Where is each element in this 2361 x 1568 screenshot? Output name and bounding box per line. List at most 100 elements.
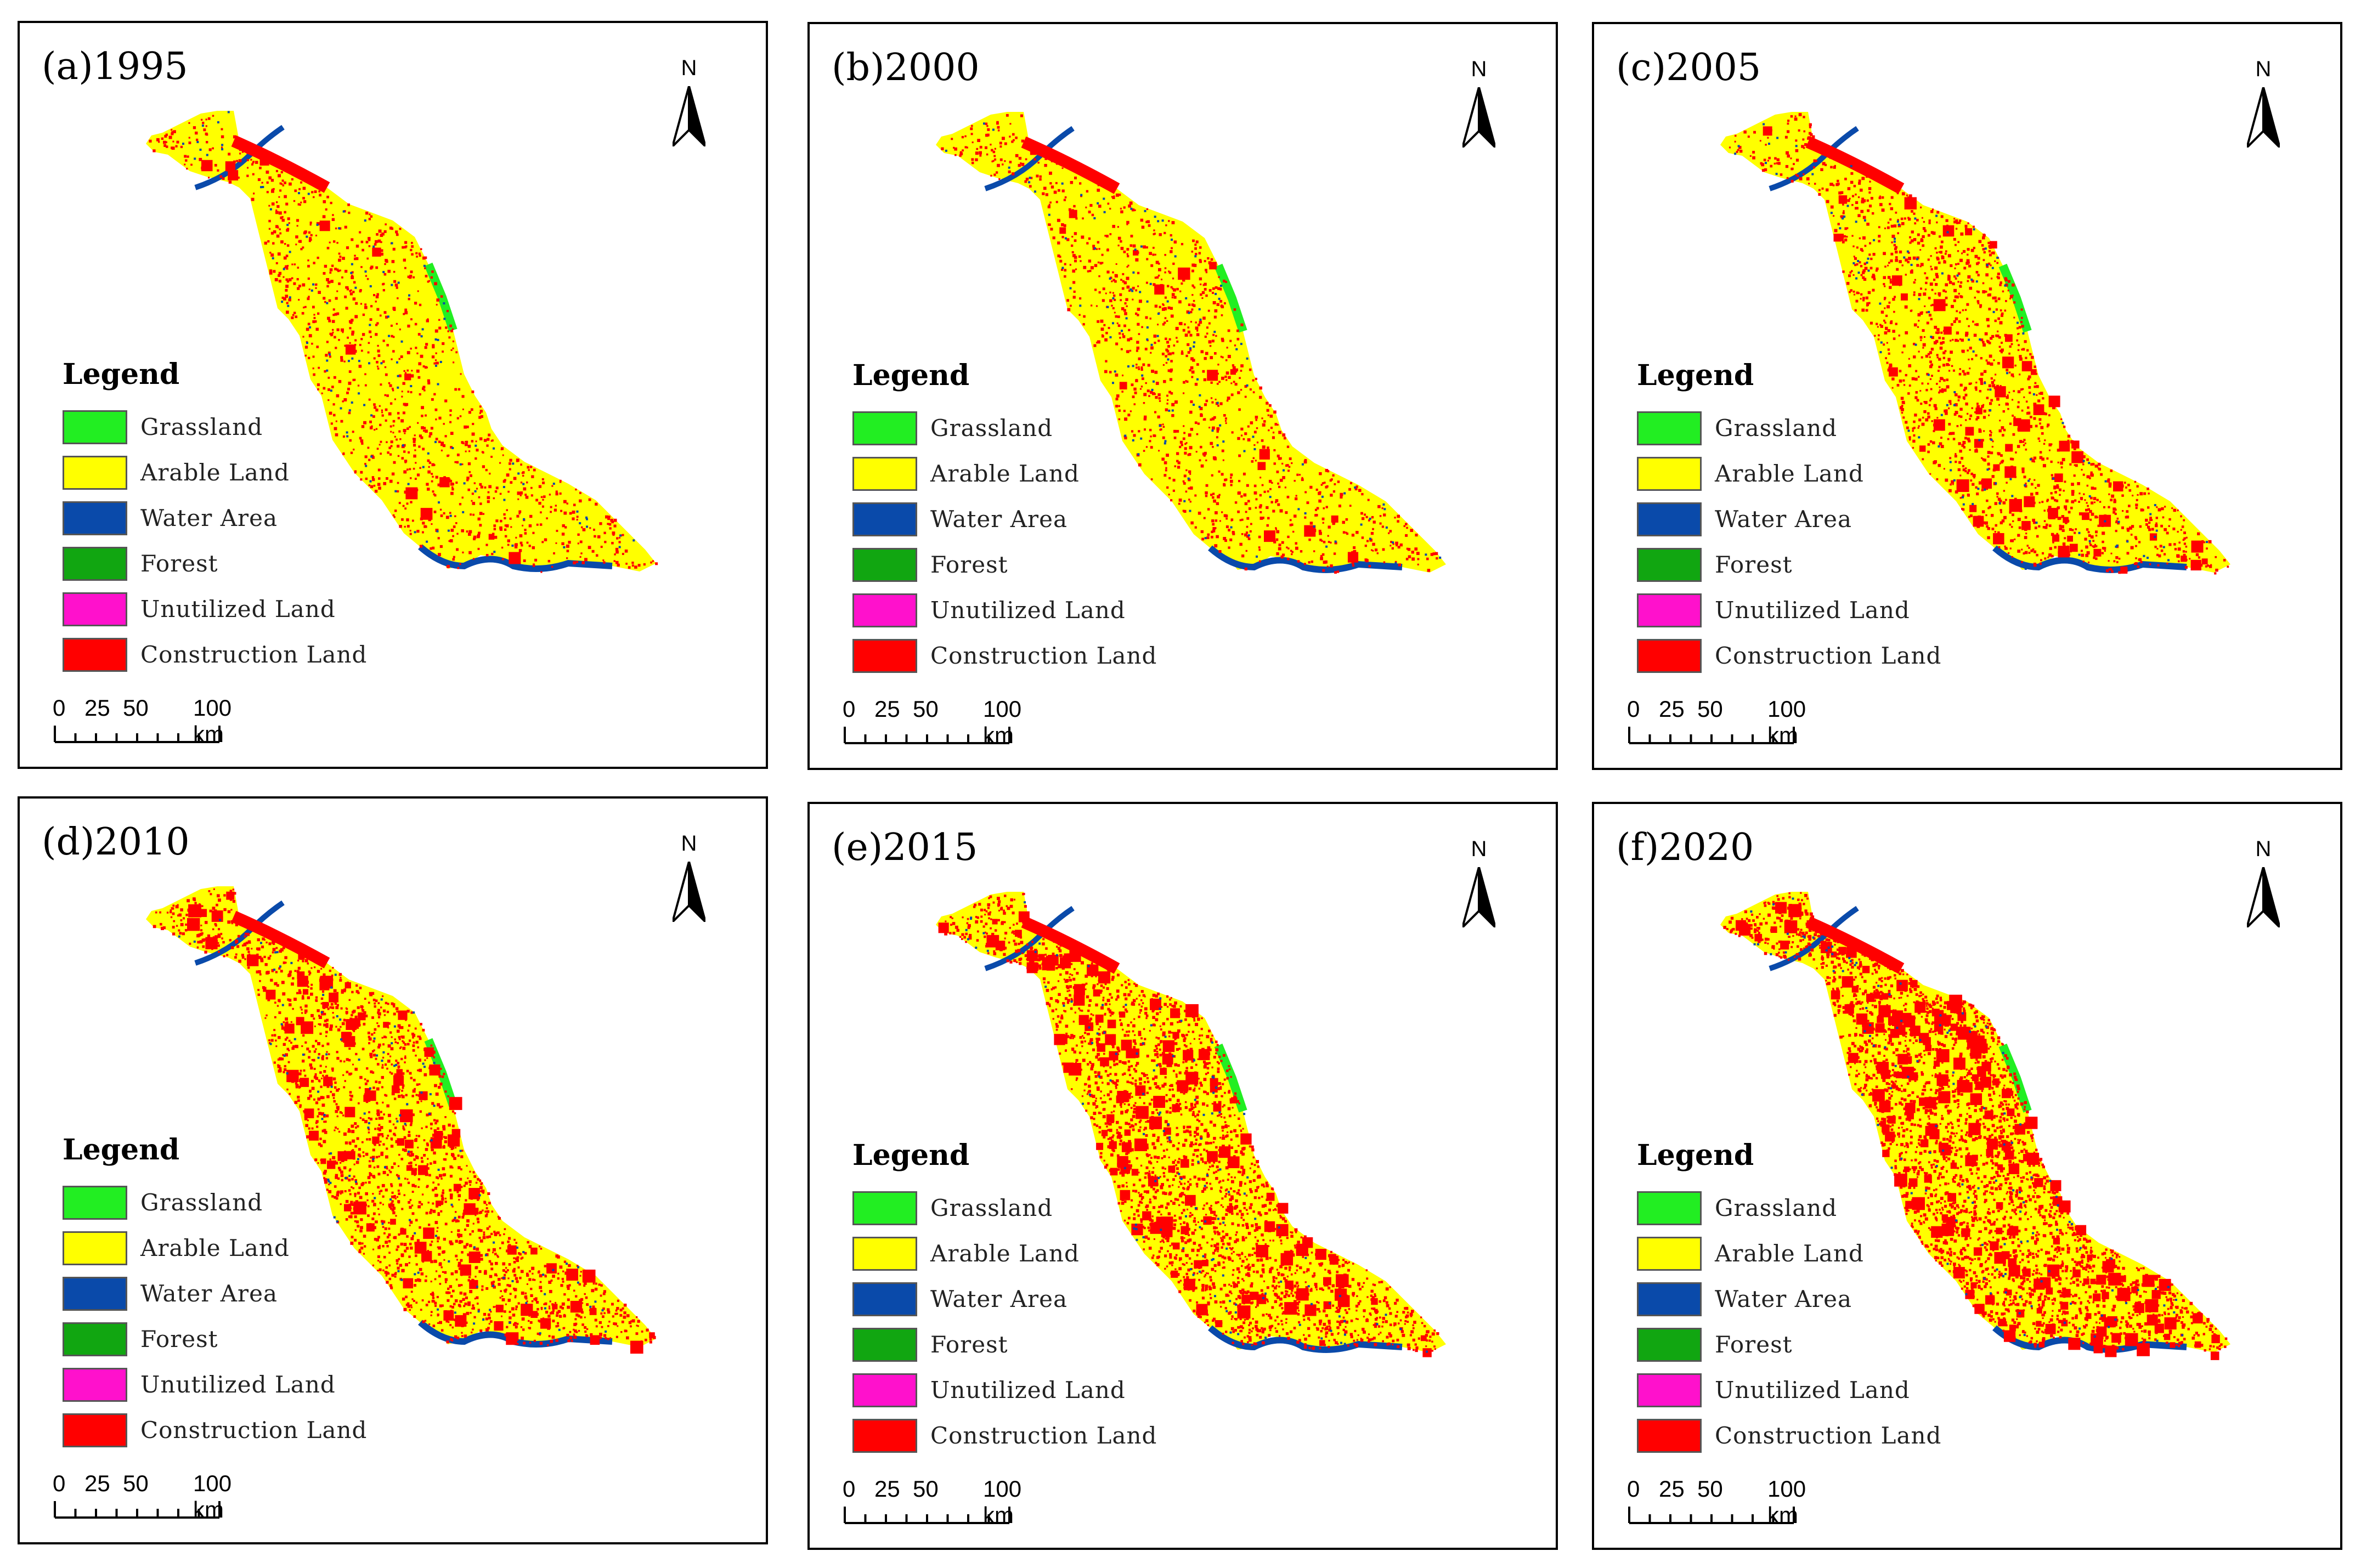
legend-label: Construction Land [140, 1417, 368, 1444]
legend-item: Grassland [852, 405, 1157, 451]
map-panel: (e)2015 N Legend Grassland Arable Land Water … [807, 802, 1558, 1550]
legend: Legend Grassland Arable Land Water Area Fore… [852, 359, 1157, 678]
legend-swatch [63, 501, 127, 535]
legend-swatch [852, 1373, 917, 1407]
legend-swatch [852, 456, 917, 491]
legend-item: Water Area [852, 496, 1157, 542]
legend-swatch [852, 1327, 917, 1362]
scale-label: 0 [1627, 1476, 1640, 1502]
north-arrow: N [664, 56, 714, 149]
land-use-map [936, 892, 1446, 1357]
legend-item: Construction Land [1637, 1413, 1941, 1458]
legend-label: Arable Land [930, 460, 1080, 487]
legend-item: Grassland [63, 1180, 367, 1225]
legend: Legend Grassland Arable Land Water Area Fore… [852, 1139, 1157, 1458]
water-speckles [1734, 123, 2208, 570]
land-use-map [1720, 892, 2230, 1360]
legend-title: Legend [63, 358, 180, 391]
legend-label: Forest [140, 550, 218, 577]
province-outline [936, 112, 1446, 573]
legend-item: Unutilized Land [852, 587, 1157, 633]
legend-swatch [852, 1236, 917, 1271]
land-use-map [146, 111, 658, 573]
legend-swatch [852, 1191, 917, 1225]
scale-label: 25 [874, 1476, 900, 1502]
legend-item: Unutilized Land [63, 1362, 367, 1407]
legend-label: Grassland [140, 414, 263, 440]
map-panel: (a)1995 N Legend Grassland Arable Land Water … [18, 21, 768, 769]
legend-swatch [852, 1282, 917, 1316]
legend-label: Forest [930, 551, 1008, 578]
north-arrow-icon [673, 86, 705, 146]
scale-label: 25 [84, 695, 110, 721]
legend-swatch [63, 546, 127, 581]
north-arrow: N [2239, 57, 2288, 150]
urban-band [231, 135, 330, 193]
scale-bar-ticks [844, 1507, 1010, 1524]
scale-bar: 0 25 50 100 km [1627, 1476, 1814, 1531]
legend-item: Forest [63, 1316, 367, 1362]
legend-label: Grassland [140, 1189, 263, 1216]
legend-item: Unutilized Land [1637, 1367, 1941, 1413]
legend-label: Water Area [140, 1280, 278, 1307]
north-label: N [1471, 57, 1487, 81]
legend-label: Grassland [930, 1195, 1053, 1221]
legend-label: Forest [140, 1326, 218, 1352]
water-speckles [178, 919, 607, 1343]
legend-item: Arable Land [63, 450, 367, 495]
scale-bar: 0 25 50 100 km [843, 696, 1029, 751]
urban-band [231, 910, 330, 969]
legend-label: Water Area [930, 506, 1068, 533]
legend-title: Legend [1637, 359, 1754, 392]
legend-swatch [1637, 502, 1702, 536]
legend-item: Construction Land [852, 1413, 1157, 1458]
legend-item: Forest [1637, 1322, 1941, 1367]
north-label: N [681, 56, 697, 80]
legend-title: Legend [852, 359, 970, 392]
legend-label: Unutilized Land [140, 596, 336, 622]
coastal-water [1208, 545, 1403, 573]
legend-title: Legend [852, 1139, 970, 1172]
water-speckles [945, 122, 1442, 565]
legend-swatch [852, 547, 917, 582]
scale-label: 25 [874, 696, 900, 722]
north-arrow: N [664, 831, 714, 925]
water-speckles [1750, 897, 2184, 1342]
north-arrow-icon [673, 862, 705, 922]
construction-speckles [1729, 113, 2229, 575]
legend-title: Legend [1637, 1139, 1754, 1172]
scale-bar-ticks [844, 727, 1010, 744]
north-arrow-icon [2247, 87, 2280, 148]
legend-swatch [63, 592, 127, 626]
legend-label: Arable Land [140, 1235, 290, 1261]
legend-swatch [1637, 1282, 1702, 1316]
legend-item: Grassland [1637, 1185, 1941, 1231]
scale-bar: 0 25 50 100 km [1627, 696, 1814, 751]
scale-label: 50 [913, 696, 939, 722]
panel-title: (e)2015 [832, 826, 978, 869]
coastal-grassland [1998, 263, 2032, 333]
legend-item: Water Area [63, 1271, 367, 1316]
legend-swatch [1637, 593, 1702, 627]
legend-label: Unutilized Land [1715, 597, 1910, 624]
legend: Legend Grassland Arable Land Water Area Fore… [1637, 1139, 1941, 1458]
scale-label: 0 [843, 1476, 856, 1502]
scale-label: 50 [913, 1476, 939, 1502]
construction-speckles [152, 888, 656, 1354]
urban-band [1805, 916, 1905, 974]
legend-swatch [1637, 547, 1702, 582]
legend-swatch [63, 455, 127, 490]
legend-item: Grassland [1637, 405, 1941, 451]
legend-item: Arable Land [852, 1231, 1157, 1276]
construction-speckles [149, 115, 658, 573]
north-label: N [681, 831, 697, 856]
legend-label: Arable Land [1715, 1240, 1864, 1267]
legend-label: Water Area [1715, 1286, 1852, 1312]
legend: Legend Grassland Arable Land Water Area Fore… [1637, 359, 1941, 678]
north-label: N [1471, 837, 1487, 861]
province-outline [936, 892, 1446, 1352]
scale-label: 50 [123, 695, 149, 721]
scale-label: 25 [1659, 696, 1685, 722]
scale-bar-ticks [1628, 1507, 1795, 1524]
scale-bar-ticks [54, 726, 221, 743]
